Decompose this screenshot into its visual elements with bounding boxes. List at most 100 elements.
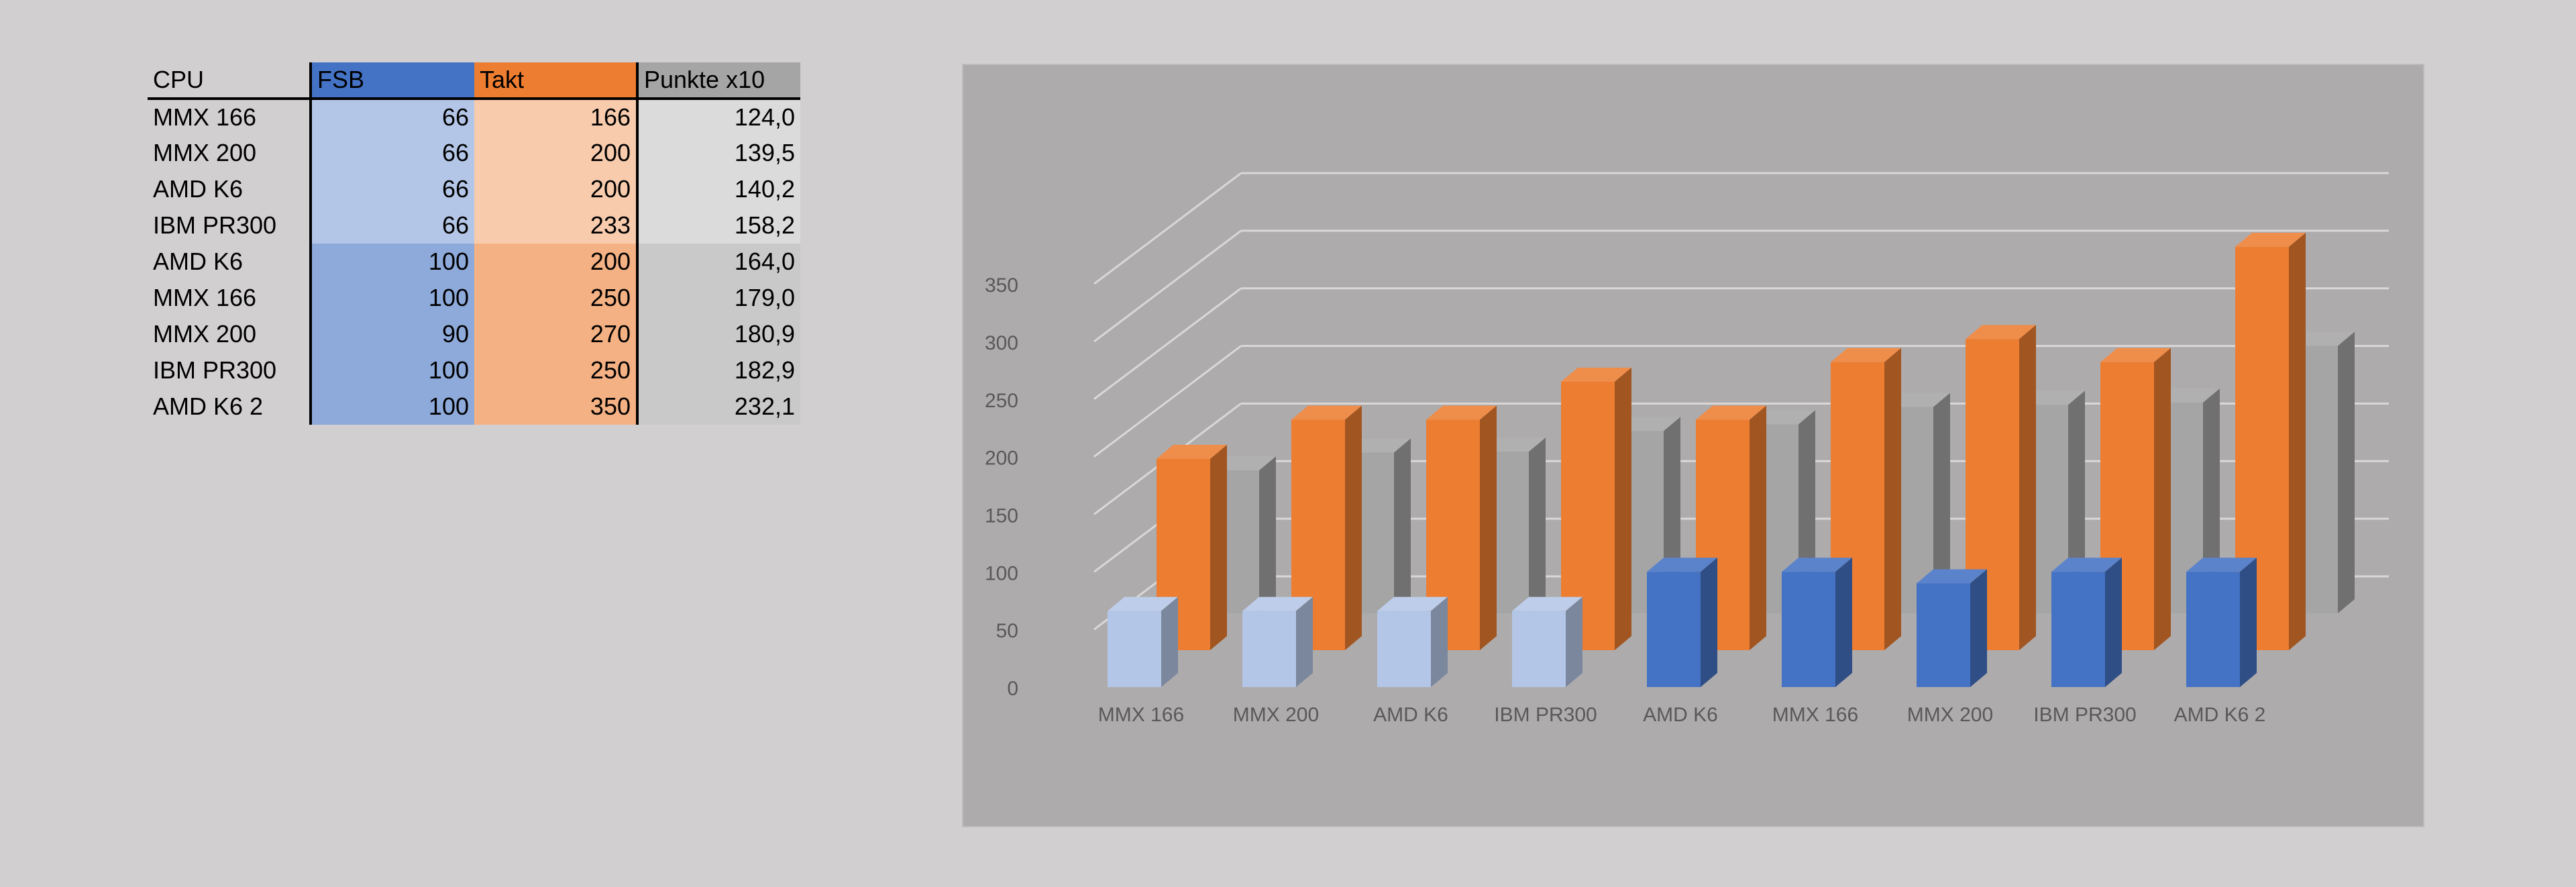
table-header-row: CPU FSB Takt Punkte x10 (148, 62, 800, 100)
gridline-depth (1093, 229, 1242, 343)
table-row: MMX 166 66 166 124,0 (148, 99, 800, 135)
bar-top (1242, 596, 1313, 611)
bar-top (2235, 233, 2306, 248)
bar-top (1512, 596, 1582, 611)
cell-fsb[interactable]: 90 (309, 316, 474, 352)
bar (1917, 583, 1970, 687)
x-tick-label: AMD K6 2 (2174, 704, 2266, 726)
cell-punkte[interactable]: 124,0 (636, 99, 800, 135)
cell-cpu[interactable]: MMX 166 (153, 103, 257, 131)
cell-fsb[interactable]: 66 (309, 207, 474, 244)
gridline-depth (1093, 345, 1242, 458)
cell-takt[interactable]: 233 (474, 207, 637, 244)
cell-fsb[interactable]: 66 (309, 135, 474, 171)
bar-top (2100, 348, 2171, 362)
table-row: IBM PR300 100 250 182,9 (148, 352, 800, 388)
bar-top (1647, 558, 1717, 572)
cell-punkte[interactable]: 180,9 (636, 316, 800, 352)
bar-side (1933, 393, 1950, 613)
cell-cpu[interactable]: AMD K6 (153, 175, 244, 203)
bar-top (1291, 405, 1362, 420)
bar-side (1701, 558, 1717, 687)
cell-fsb[interactable]: 100 (309, 388, 474, 425)
bar-top (1426, 405, 1497, 420)
cell-cpu[interactable]: AMD K6 2 (153, 393, 264, 420)
bar (1647, 572, 1701, 687)
cell-takt[interactable]: 166 (474, 99, 637, 135)
table-row: MMX 200 66 200 139,5 (148, 135, 800, 171)
cell-takt[interactable]: 200 (474, 244, 637, 280)
bar (1377, 611, 1431, 687)
bar-top (2051, 558, 2122, 572)
bar (2186, 572, 2240, 687)
cell-punkte[interactable]: 139,5 (636, 135, 800, 171)
cell-cpu[interactable]: IBM PR300 (153, 356, 277, 384)
cell-takt[interactable]: 250 (474, 280, 637, 316)
header-takt[interactable]: Takt (474, 62, 637, 100)
cell-fsb[interactable]: 100 (309, 244, 474, 280)
x-tick-label: MMX 166 (1098, 704, 1184, 726)
cell-punkte[interactable]: 179,0 (636, 280, 800, 316)
cell-fsb[interactable]: 66 (309, 99, 474, 135)
cell-takt[interactable]: 200 (474, 135, 637, 171)
x-tick-label: AMD K6 (1643, 704, 1718, 726)
bar-side (1884, 348, 1901, 650)
cell-fsb[interactable]: 66 (309, 171, 474, 207)
bar (2051, 572, 2105, 687)
cell-fsb[interactable]: 100 (309, 280, 474, 316)
gridline-depth (1093, 287, 1242, 400)
header-punkte[interactable]: Punkte x10 (636, 62, 800, 100)
table-row: IBM PR300 66 233 158,2 (148, 207, 800, 244)
bar-side (2240, 558, 2257, 687)
cell-takt[interactable]: 270 (474, 316, 637, 352)
bar-side (1259, 456, 1276, 613)
bar-side (2338, 331, 2355, 613)
bar-side (2154, 348, 2171, 650)
bar-side (2068, 390, 2085, 613)
bar (1242, 611, 1296, 687)
bar (1108, 611, 1161, 687)
y-tick-label: 250 (985, 390, 1018, 412)
cell-takt[interactable]: 200 (474, 171, 637, 207)
cell-cpu[interactable]: AMD K6 (153, 248, 244, 275)
cell-punkte[interactable]: 140,2 (636, 171, 800, 207)
bar-side (2203, 388, 2220, 613)
bar (1782, 572, 1835, 687)
bar-top (1917, 569, 1987, 584)
table-row: MMX 166 100 250 179,0 (148, 280, 800, 316)
bar-side (2019, 325, 2036, 650)
bar-side (2105, 558, 2122, 687)
bar-top (1782, 558, 1852, 572)
bar-side (2289, 233, 2306, 650)
bar-side (1296, 596, 1313, 687)
bar-side (1210, 444, 1227, 650)
y-tick-label: 50 (996, 620, 1018, 642)
cell-punkte[interactable]: 164,0 (636, 244, 800, 280)
cell-cpu[interactable]: MMX 200 (153, 320, 257, 348)
cell-punkte[interactable]: 232,1 (636, 388, 800, 425)
cell-takt[interactable]: 350 (474, 388, 637, 425)
bar-side (1529, 437, 1546, 613)
x-tick-label: MMX 200 (1233, 704, 1319, 726)
bar-top (1831, 348, 1901, 362)
y-tick-label: 200 (985, 448, 1018, 470)
header-fsb[interactable]: FSB (309, 62, 474, 100)
cell-fsb[interactable]: 100 (309, 352, 474, 388)
table-body: MMX 166 66 166 124,0 MMX 200 66 200 139,5 AMD K6… (148, 99, 800, 425)
y-tick-label: 350 (985, 274, 1018, 297)
bar-side (1480, 405, 1497, 650)
table-row: AMD K6 2 100 350 232,1 (148, 388, 800, 425)
header-cpu[interactable]: CPU (148, 62, 311, 100)
cell-takt[interactable]: 250 (474, 352, 637, 388)
x-tick-label: MMX 166 (1772, 704, 1858, 726)
table-row: AMD K6 100 200 164,0 (148, 244, 800, 280)
table-row: MMX 200 90 270 180,9 (148, 316, 800, 352)
cell-cpu[interactable]: MMX 166 (153, 284, 257, 311)
cell-punkte[interactable]: 182,9 (636, 352, 800, 388)
cell-punkte[interactable]: 158,2 (636, 207, 800, 244)
bar-side (1394, 438, 1411, 613)
cell-cpu[interactable]: MMX 200 (153, 139, 257, 166)
cell-cpu[interactable]: IBM PR300 (153, 211, 277, 239)
chart-area[interactable]: 0 50 100 150 200 250 300 350 MMX 166 MMX 200 AMD K… (962, 64, 2424, 827)
x-tick-label: AMD K6 (1373, 704, 1448, 726)
